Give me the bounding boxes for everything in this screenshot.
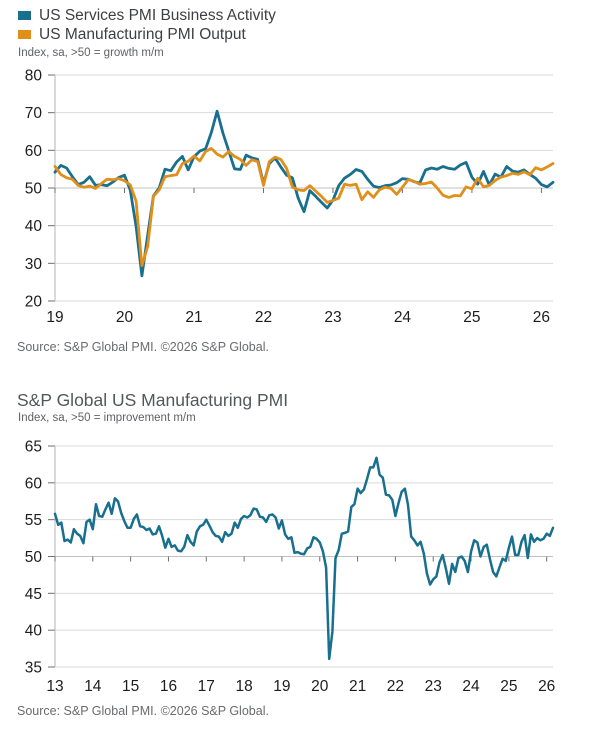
services-series-swatch-icon bbox=[18, 11, 31, 20]
svg-text:20: 20 bbox=[311, 678, 329, 695]
chart1-source-note: Source: S&P Global PMI. ©2026 S&P Global… bbox=[17, 340, 269, 354]
svg-text:16: 16 bbox=[160, 678, 177, 695]
chart2-source-note: Source: S&P Global PMI. ©2026 S&P Global… bbox=[17, 704, 269, 718]
legend-label-manufacturing: US Manufacturing PMI Output bbox=[39, 26, 246, 43]
svg-text:70: 70 bbox=[25, 105, 43, 122]
chart2-title: S&P Global US Manufacturing PMI bbox=[17, 390, 289, 410]
svg-text:13: 13 bbox=[46, 678, 63, 695]
svg-text:22: 22 bbox=[387, 678, 404, 695]
legend-label-services: US Services PMI Business Activity bbox=[39, 7, 276, 24]
svg-text:25: 25 bbox=[500, 678, 517, 695]
svg-text:55: 55 bbox=[25, 512, 42, 529]
chart1-legend: US Services PMI Business Activity US Man… bbox=[18, 6, 276, 44]
svg-text:18: 18 bbox=[235, 678, 252, 695]
svg-text:60: 60 bbox=[25, 475, 43, 492]
chart1-subtitle: Index, sa, >50 = growth m/m bbox=[18, 47, 164, 59]
svg-text:24: 24 bbox=[462, 678, 480, 695]
svg-text:24: 24 bbox=[394, 309, 412, 326]
svg-text:40: 40 bbox=[25, 218, 43, 235]
svg-text:50: 50 bbox=[25, 181, 43, 198]
svg-text:23: 23 bbox=[324, 309, 341, 326]
svg-text:21: 21 bbox=[349, 678, 366, 695]
svg-text:26: 26 bbox=[533, 309, 550, 326]
svg-text:20: 20 bbox=[25, 294, 43, 311]
svg-text:19: 19 bbox=[273, 678, 290, 695]
svg-text:14: 14 bbox=[84, 678, 102, 695]
legend-item-services: US Services PMI Business Activity bbox=[18, 6, 276, 25]
svg-text:25: 25 bbox=[463, 309, 480, 326]
svg-text:26: 26 bbox=[538, 678, 555, 695]
svg-text:22: 22 bbox=[255, 309, 272, 326]
svg-text:35: 35 bbox=[25, 660, 42, 677]
svg-text:60: 60 bbox=[25, 143, 43, 160]
svg-text:80: 80 bbox=[25, 68, 43, 85]
svg-text:21: 21 bbox=[185, 309, 202, 326]
svg-text:40: 40 bbox=[25, 623, 43, 640]
svg-text:20: 20 bbox=[116, 309, 134, 326]
manufacturing-pmi-history-chart: 35 40 45 50 55 60 65 13 14 15 16 17 18 19 20 21 22 23 24 25… bbox=[25, 439, 556, 696]
svg-text:23: 23 bbox=[425, 678, 442, 695]
manufacturing-series-swatch-icon bbox=[18, 30, 31, 39]
svg-text:65: 65 bbox=[25, 439, 42, 456]
svg-text:19: 19 bbox=[46, 309, 63, 326]
svg-text:30: 30 bbox=[25, 256, 43, 273]
chart2-subtitle: Index, sa, >50 = improvement m/m bbox=[18, 412, 196, 424]
legend-item-manufacturing: US Manufacturing PMI Output bbox=[18, 25, 276, 44]
svg-text:45: 45 bbox=[25, 586, 42, 603]
svg-text:17: 17 bbox=[198, 678, 215, 695]
svg-text:15: 15 bbox=[122, 678, 139, 695]
svg-text:50: 50 bbox=[25, 549, 43, 566]
